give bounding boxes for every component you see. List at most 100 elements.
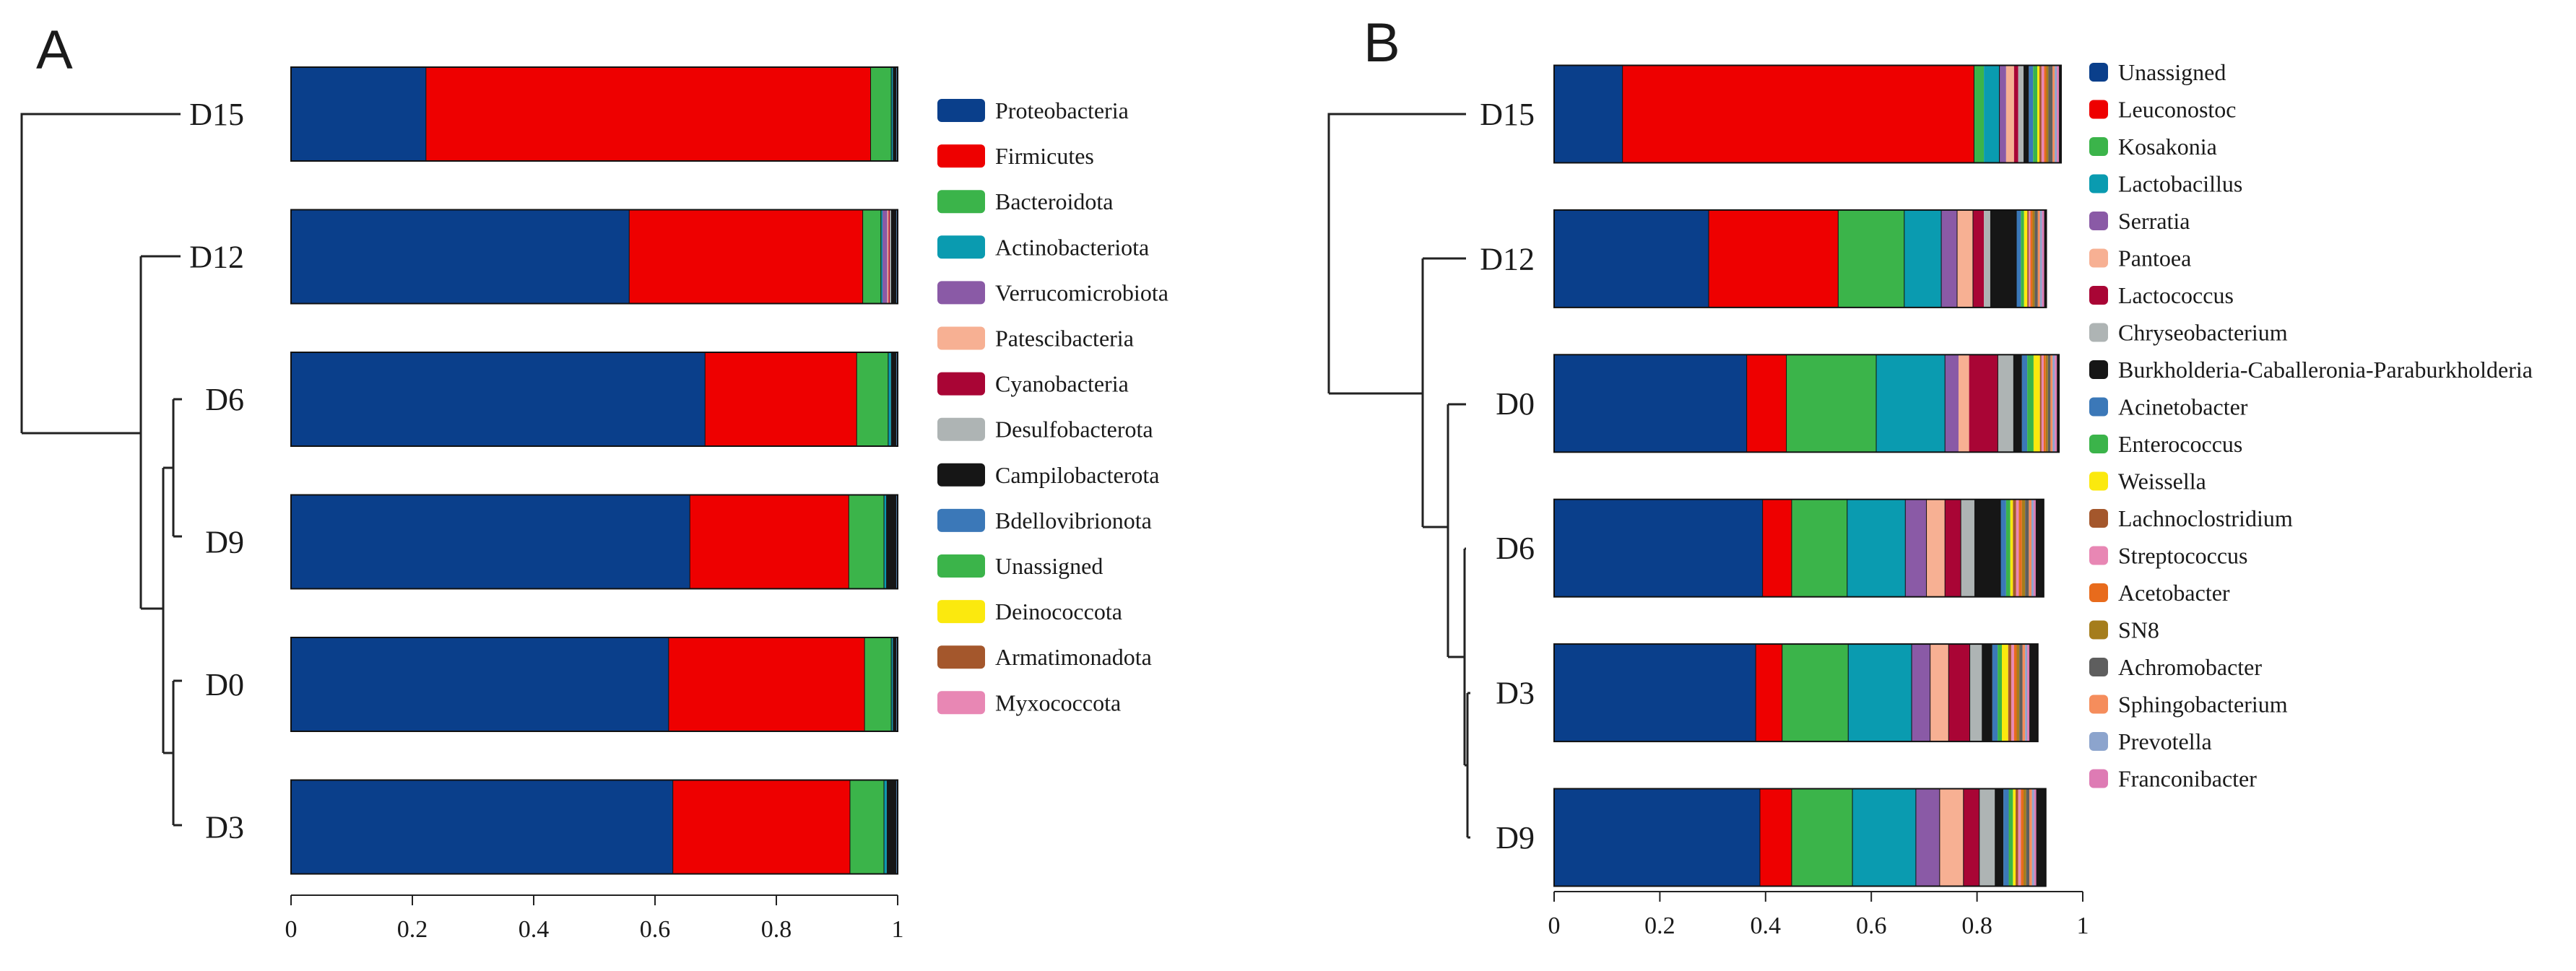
legend-label: Cyanobacteria (995, 371, 1129, 397)
bar-segment (1747, 354, 1787, 453)
bar-segment (1916, 788, 1940, 887)
bar-segment (1554, 209, 1709, 308)
bar-segment (2044, 65, 2047, 163)
legend-swatch (937, 99, 985, 122)
bar-segment (2034, 209, 2038, 308)
bar-segment (2033, 354, 2040, 453)
sample-label: D0 (1496, 386, 1535, 422)
bar-segment (2029, 788, 2032, 887)
bar-outline (1553, 643, 2039, 743)
legend-swatch (937, 326, 985, 350)
bar-segment (2021, 354, 2028, 453)
bar-segment (850, 780, 885, 874)
x-tick-label: 0.8 (761, 916, 792, 943)
panel-label-a: A (36, 19, 73, 81)
bar-segment (2000, 499, 2006, 597)
bar-segment (2046, 65, 2049, 163)
bar-segment (1709, 209, 1839, 308)
bar-segment (1984, 65, 2000, 163)
bar-segment (1847, 499, 1906, 597)
x-tick-label: 0.8 (1961, 913, 1992, 939)
bar-segment (896, 209, 898, 304)
bar-segment (2029, 644, 2038, 742)
x-tick-label: 0.4 (519, 916, 550, 943)
bar-segment (2052, 65, 2055, 163)
bar-segment (884, 495, 887, 589)
bar-segment (1792, 788, 1853, 887)
legend-label: Bdellovibrionota (995, 508, 1152, 534)
bar-segment (2025, 499, 2029, 597)
bar-segment (1760, 788, 1792, 887)
bar-segment (2018, 65, 2024, 163)
bar-segment (1554, 65, 1623, 163)
bar-segment (1973, 209, 1985, 308)
bar-segment (1852, 788, 1917, 887)
bar-segment (2037, 209, 2040, 308)
bar-segment (2010, 499, 2013, 597)
legend-swatch (2089, 360, 2108, 379)
sample-label: D12 (189, 240, 244, 275)
legend-swatch (2089, 63, 2108, 82)
legend-swatch (937, 372, 985, 396)
bar-segment (2013, 644, 2017, 742)
bar-segment (893, 67, 897, 161)
bar-segment (2043, 354, 2046, 453)
bar-segment (863, 209, 882, 304)
legend-label: Burkholderia-Caballeronia-Paraburkholder… (2118, 357, 2533, 383)
sample-label: D12 (1480, 241, 1535, 277)
bar-segment (2005, 499, 2011, 597)
legend-label: Actinobacteriota (995, 234, 1149, 260)
bar-segment (871, 67, 892, 161)
bar-segment (884, 780, 887, 874)
legend-swatch (2089, 323, 2108, 342)
bar-segment (2039, 65, 2042, 163)
bar-segment (2047, 354, 2051, 453)
bar-segment (886, 780, 897, 874)
bar-segment (1912, 644, 1931, 742)
bar-segment (1554, 499, 1764, 597)
bar-segment (2029, 65, 2034, 163)
bar-segment (2022, 644, 2026, 742)
bar-segment (2008, 788, 2013, 887)
bar-segment (1756, 644, 1783, 742)
bar-segment (2003, 788, 2009, 887)
x-tick-label: 1 (2077, 913, 2089, 939)
bar-segment (896, 352, 898, 446)
legend-label: Patescibacteria (995, 326, 1134, 352)
bar-segment (1992, 644, 1998, 742)
bar-segment (896, 637, 898, 731)
sample-label: D6 (205, 382, 244, 417)
legend-label: Weissella (2118, 469, 2206, 495)
bar-segment (2031, 499, 2034, 597)
legend-swatch (937, 281, 985, 305)
bar-segment (2033, 65, 2038, 163)
dendrogram-a (20, 113, 182, 827)
legend-label: Unassigned (2118, 59, 2226, 85)
bar-segment (890, 352, 897, 446)
bar-segment (705, 352, 857, 446)
bar-segment (1969, 354, 1998, 453)
sample-labels-a: D15 D12 D6 D9 D0 D3 (189, 97, 244, 845)
bar-segment (291, 67, 427, 161)
legend-label: Deinococcota (995, 598, 1122, 624)
bar-segment (886, 495, 897, 589)
x-tick-label: 0.2 (397, 916, 428, 943)
bar-segment (896, 780, 898, 874)
bar-segment (2036, 788, 2046, 887)
sample-label: D15 (189, 97, 244, 132)
bar-segment (291, 209, 630, 304)
legend-swatch (2089, 658, 2108, 676)
bar-segment (2002, 644, 2008, 742)
legend-swatch (2089, 212, 2108, 230)
bar-segment (2005, 65, 2014, 163)
bar-segment (2030, 209, 2033, 308)
legend-label: Acinetobacter (2118, 394, 2248, 420)
sample-label: D15 (1480, 97, 1535, 132)
legend-label: Sphingobacterium (2118, 692, 2288, 718)
bar-segment (1948, 644, 1971, 742)
legend-swatch (2089, 509, 2108, 528)
bar-segment (1974, 65, 1985, 163)
sample-label: D9 (205, 525, 244, 560)
legend-label: Acetobacter (2118, 580, 2230, 606)
